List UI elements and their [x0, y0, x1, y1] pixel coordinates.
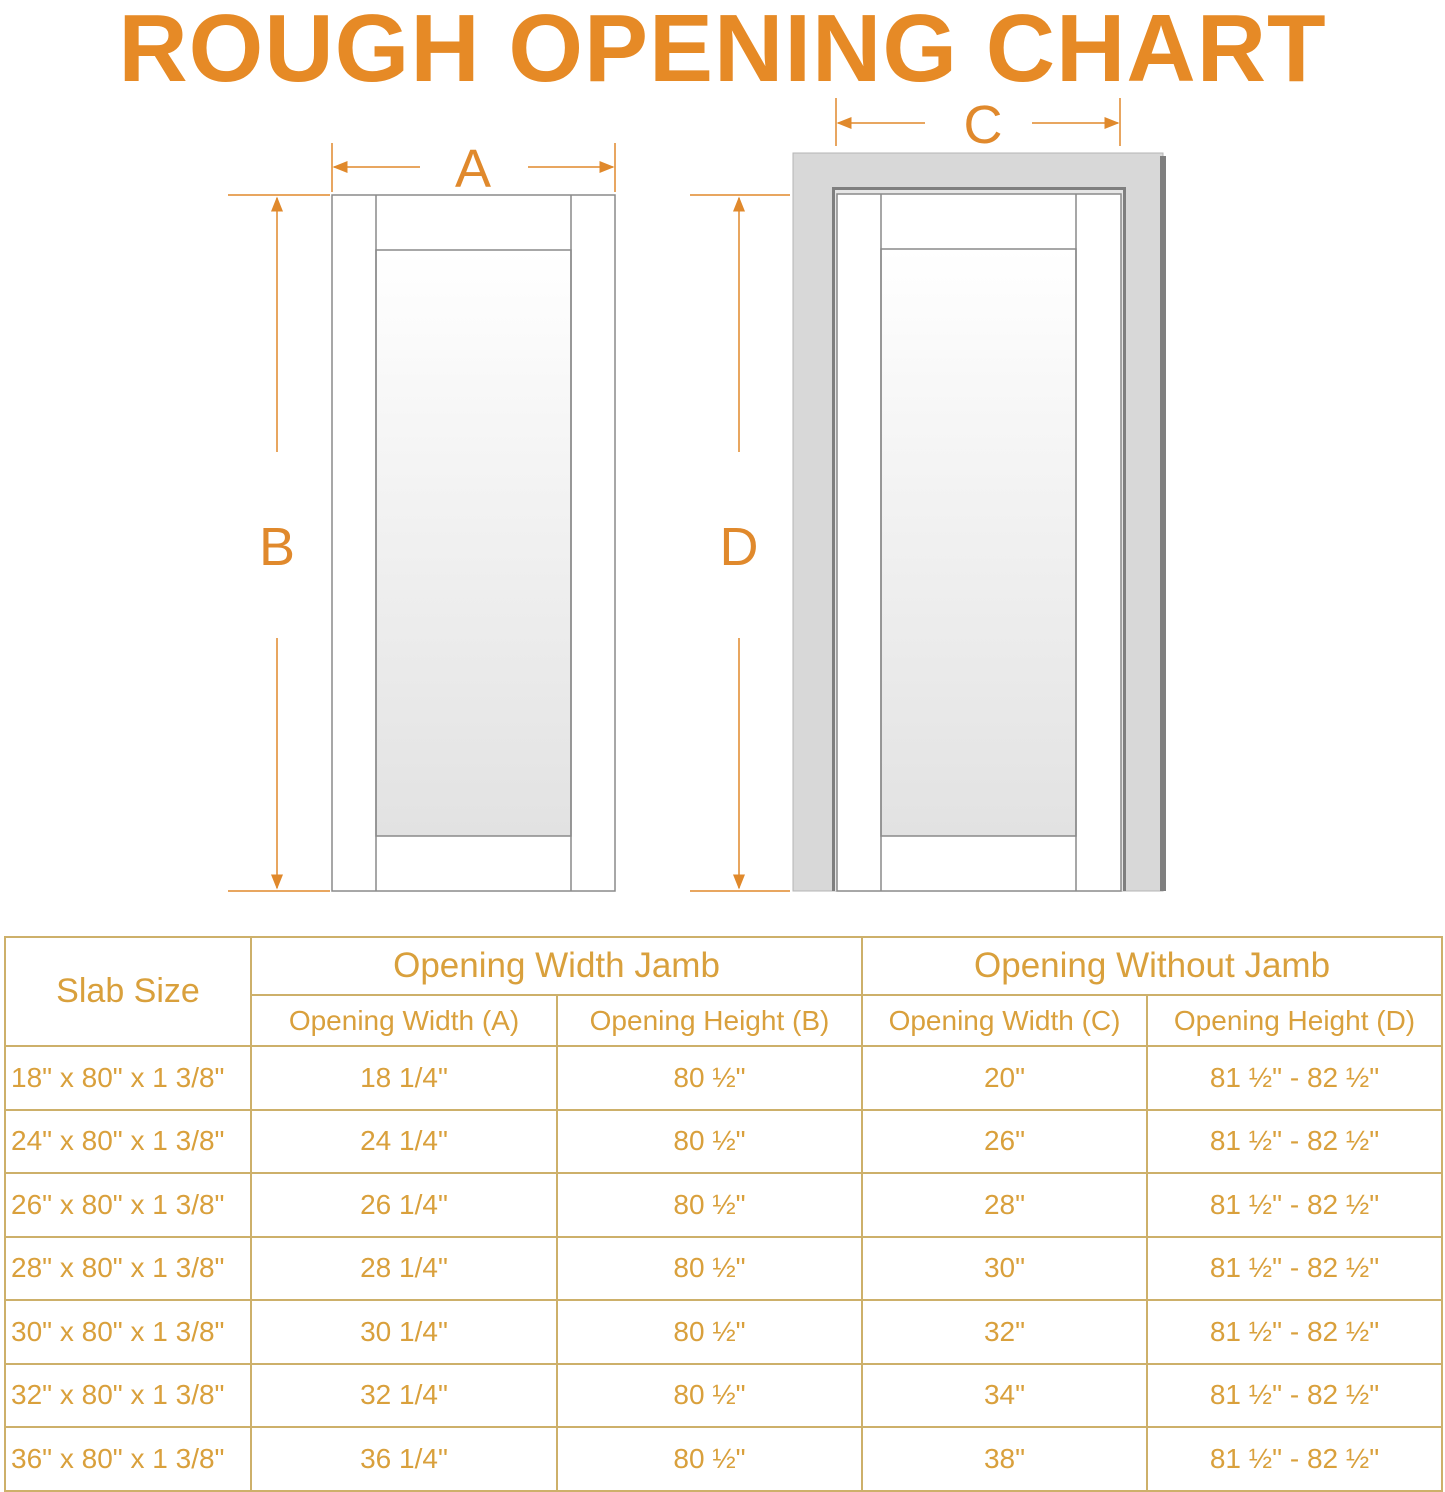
slab-size-cell: 32" x 80" x 1 3/8": [4, 1362, 252, 1428]
glass-panel: [375, 249, 572, 837]
opening-height-b-cell: 80 ½": [555, 1426, 864, 1492]
opening-width-c-cell: 28": [861, 1172, 1149, 1238]
slab-size-cell: 24" x 80" x 1 3/8": [4, 1108, 252, 1174]
opening-height-d-cell: 81 ½" - 82 ½": [1146, 1108, 1444, 1174]
glass-panel: [880, 248, 1077, 837]
header-opening-height-b: Opening Height (B): [555, 994, 864, 1047]
opening-width-a-cell: 30 1/4": [250, 1299, 558, 1365]
table-row: 30" x 80" x 1 3/8" 30 1/4" 80 ½" 32" 81 ½" -…: [4, 1299, 1444, 1365]
chart-title: ROUGH OPENING CHART: [118, 0, 1327, 102]
opening-height-b-cell: 80 ½": [555, 1299, 864, 1365]
opening-height-d-cell: 81 ½" - 82 ½": [1146, 1362, 1444, 1428]
table-row: 26" x 80" x 1 3/8" 26 1/4" 80 ½" 28" 81 ½" -…: [4, 1172, 1444, 1238]
header-without-jamb: Opening Without Jamb: [861, 936, 1444, 996]
opening-height-b-cell: 80 ½": [555, 1045, 864, 1111]
opening-width-a-cell: 24 1/4": [250, 1108, 558, 1174]
slab-size-cell: 28" x 80" x 1 3/8": [4, 1235, 252, 1301]
opening-height-b-cell: 80 ½": [555, 1362, 864, 1428]
header-with-jamb: Opening Width Jamb: [249, 936, 864, 996]
opening-width-c-cell: 32": [861, 1299, 1149, 1365]
dimension-a: [331, 143, 616, 192]
slab-size-cell: 30" x 80" x 1 3/8": [4, 1299, 252, 1365]
table-row: 28" x 80" x 1 3/8" 28 1/4" 80 ½" 30" 81 ½" -…: [4, 1235, 1444, 1301]
opening-width-a-cell: 28 1/4": [250, 1235, 558, 1301]
table-row: 36" x 80" x 1 3/8" 36 1/4" 80 ½" 38" 81 ½" -…: [4, 1426, 1444, 1492]
header-opening-width-a: Opening Width (A): [250, 994, 558, 1047]
header-opening-height-d: Opening Height (D): [1146, 994, 1444, 1047]
opening-width-c-cell: 34": [861, 1362, 1149, 1428]
table-body: 18" x 80" x 1 3/8" 18 1/4" 80 ½" 20" 81 ½" -…: [4, 1045, 1444, 1492]
door-diagram: A B C D: [228, 95, 1166, 892]
door-slab: [331, 194, 616, 892]
door-slab-in-frame: [836, 193, 1122, 892]
opening-width-a-cell: 32 1/4": [250, 1362, 558, 1428]
table-row: 24" x 80" x 1 3/8" 24 1/4" 80 ½" 26" 81 ½" -…: [4, 1108, 1444, 1174]
opening-width-c-cell: 30": [861, 1235, 1149, 1301]
rough-opening-table: Slab Size Opening Width Jamb Opening Wit…: [4, 936, 1444, 1492]
opening-height-d-cell: 81 ½" - 82 ½": [1146, 1045, 1444, 1111]
opening-height-b-cell: 80 ½": [555, 1172, 864, 1238]
opening-width-a-cell: 26 1/4": [250, 1172, 558, 1238]
opening-width-c-cell: 26": [861, 1108, 1149, 1174]
header-slab-size: Slab Size: [4, 936, 252, 1047]
dimension-c: [835, 98, 1121, 146]
opening-width-c-cell: 20": [861, 1045, 1149, 1111]
table-row: 18" x 80" x 1 3/8" 18 1/4" 80 ½" 20" 81 ½" -…: [4, 1045, 1444, 1111]
opening-height-b-cell: 80 ½": [555, 1235, 864, 1301]
opening-height-d-cell: 81 ½" - 82 ½": [1146, 1235, 1444, 1301]
slab-size-cell: 36" x 80" x 1 3/8": [4, 1426, 252, 1492]
label-d: D: [720, 517, 759, 577]
label-b: B: [259, 517, 295, 577]
opening-width-c-cell: 38": [861, 1426, 1149, 1492]
label-a: A: [455, 139, 491, 199]
header-opening-width-c: Opening Width (C): [861, 994, 1149, 1047]
opening-width-a-cell: 36 1/4": [250, 1426, 558, 1492]
opening-height-b-cell: 80 ½": [555, 1108, 864, 1174]
dimension-b: [228, 194, 330, 892]
opening-height-d-cell: 81 ½" - 82 ½": [1146, 1172, 1444, 1238]
label-c: C: [964, 95, 1003, 155]
opening-height-d-cell: 81 ½" - 82 ½": [1146, 1426, 1444, 1492]
dimension-d: [690, 194, 790, 892]
slab-size-cell: 18" x 80" x 1 3/8": [4, 1045, 252, 1111]
opening-height-d-cell: 81 ½" - 82 ½": [1146, 1299, 1444, 1365]
table-row: 32" x 80" x 1 3/8" 32 1/4" 80 ½" 34" 81 ½" -…: [4, 1362, 1444, 1428]
slab-size-cell: 26" x 80" x 1 3/8": [4, 1172, 252, 1238]
opening-width-a-cell: 18 1/4": [250, 1045, 558, 1111]
